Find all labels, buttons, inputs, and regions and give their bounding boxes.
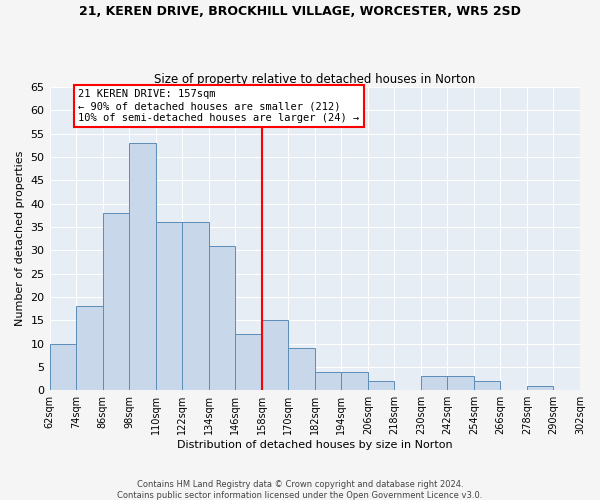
- Bar: [368, 381, 394, 390]
- Text: Contains HM Land Registry data © Crown copyright and database right 2024.
Contai: Contains HM Land Registry data © Crown c…: [118, 480, 482, 500]
- X-axis label: Distribution of detached houses by size in Norton: Distribution of detached houses by size …: [177, 440, 452, 450]
- Bar: [129, 143, 155, 390]
- Bar: [76, 306, 103, 390]
- Text: 21, KEREN DRIVE, BROCKHILL VILLAGE, WORCESTER, WR5 2SD: 21, KEREN DRIVE, BROCKHILL VILLAGE, WORC…: [79, 5, 521, 18]
- Bar: [288, 348, 315, 390]
- Bar: [50, 344, 76, 390]
- Title: Size of property relative to detached houses in Norton: Size of property relative to detached ho…: [154, 73, 475, 86]
- Bar: [262, 320, 288, 390]
- Bar: [315, 372, 341, 390]
- Bar: [341, 372, 368, 390]
- Bar: [448, 376, 474, 390]
- Bar: [421, 376, 448, 390]
- Bar: [155, 222, 182, 390]
- Bar: [235, 334, 262, 390]
- Bar: [209, 246, 235, 390]
- Bar: [103, 213, 129, 390]
- Y-axis label: Number of detached properties: Number of detached properties: [15, 151, 25, 326]
- Bar: [182, 222, 209, 390]
- Text: 21 KEREN DRIVE: 157sqm
← 90% of detached houses are smaller (212)
10% of semi-de: 21 KEREN DRIVE: 157sqm ← 90% of detached…: [78, 90, 359, 122]
- Bar: [527, 386, 553, 390]
- Bar: [474, 381, 500, 390]
